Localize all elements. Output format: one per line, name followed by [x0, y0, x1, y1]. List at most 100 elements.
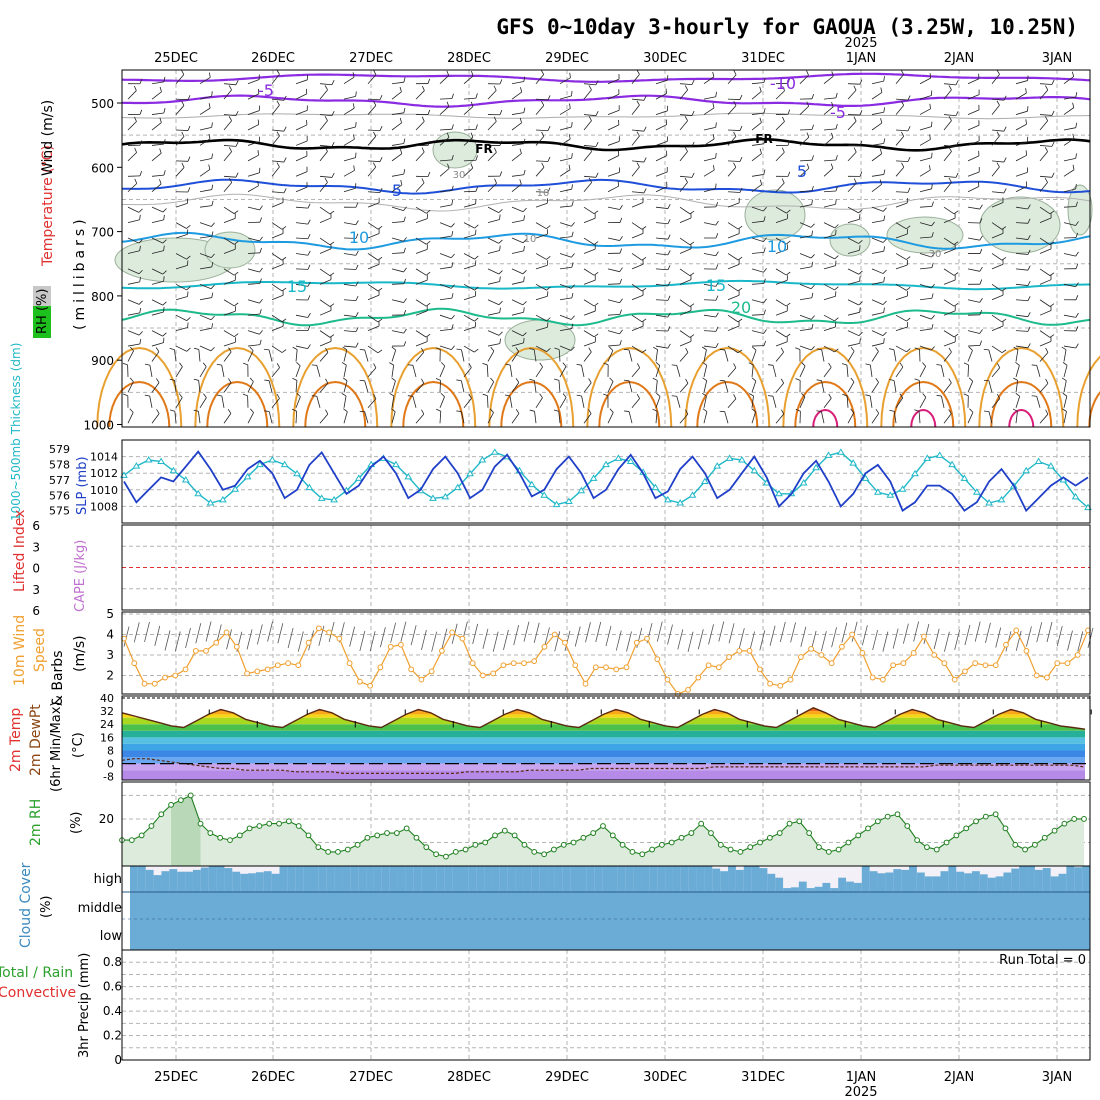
wind-barb-flag [684, 85, 689, 91]
li-tick-label: 6 [32, 519, 40, 533]
wind-barb [895, 191, 909, 193]
wind-barb-flag [595, 80, 599, 86]
thickness-marker [194, 489, 203, 497]
wind10-speed-marker [828, 660, 835, 667]
wind-barb [655, 268, 668, 271]
wind-barb-flag [691, 79, 695, 85]
wind-barb [919, 267, 932, 270]
wind-barb-flag [811, 185, 814, 191]
wind-barb-flag [187, 95, 191, 100]
wind-barb-flag [1015, 392, 1020, 397]
wind-barb-flag [475, 155, 478, 161]
thickness-tick-label: 575 [49, 505, 70, 518]
wind-barb [319, 383, 329, 393]
top-date-label: 2JAN [944, 51, 975, 66]
wind-barb [991, 98, 1004, 101]
pressure-tick-label: 900 [91, 354, 114, 368]
cloud-high-bar [539, 866, 548, 892]
wind-barb [175, 234, 188, 239]
wind-barb-flag [311, 395, 317, 397]
rh-marker [521, 841, 528, 848]
wind-barb-flag [801, 362, 806, 367]
wind-barb-flag [451, 262, 454, 268]
wind10-barb [913, 621, 920, 642]
wind-barb-flag [499, 307, 501, 313]
wind-barb-flag [853, 178, 857, 184]
wind-barb [199, 222, 212, 227]
wind-barb [583, 151, 592, 162]
wind-barb [679, 83, 692, 86]
rh-marker [344, 846, 351, 853]
wind-barb-flag [1013, 346, 1019, 350]
wind10-tick-label: 5 [106, 607, 114, 621]
wind-barb [679, 206, 691, 215]
wind-barb [846, 395, 849, 408]
wind-barb-flag [810, 223, 815, 228]
cloud-high-bar [578, 866, 587, 892]
wind-barb-flag [979, 218, 983, 224]
wind-barb [847, 206, 859, 214]
wind-barb-flag [181, 100, 185, 106]
wind-barb [247, 141, 260, 146]
wind-barb [391, 380, 396, 393]
wind-barb-flag [283, 126, 287, 132]
wind-barb-flag [130, 346, 134, 352]
wind-barb [175, 397, 183, 408]
wind-barb-flag [979, 309, 983, 315]
wind-barb-flag [806, 101, 810, 107]
cloud-high-bar [610, 866, 619, 892]
wind-barb [511, 311, 524, 316]
temp-tick-label: 0 [107, 758, 114, 771]
wind10-axis-label-a: 10m Wind [12, 615, 28, 686]
wind-barb [415, 330, 427, 338]
cloud-high-bar [531, 866, 540, 892]
wind-barb-flag [296, 362, 301, 366]
wind-barb-flag [377, 349, 383, 354]
wind-barb-flag [249, 346, 254, 351]
wind-barb [487, 395, 489, 408]
wind10-barb [472, 623, 479, 644]
wind-barb [1015, 172, 1028, 177]
wind-barb [151, 382, 160, 393]
wind10-speed-marker [336, 635, 343, 642]
wind-barb [343, 107, 355, 115]
wind10-barb [482, 628, 489, 649]
wind-barb-flag [842, 363, 848, 366]
wind-barb [823, 137, 834, 146]
wind-barb-flag [307, 264, 311, 270]
wind-barb-flag [652, 346, 658, 350]
wind-barb-flag [159, 117, 162, 123]
wind-barb [607, 109, 620, 115]
wind-barb-flag [1001, 349, 1007, 354]
temp-tick-label: 32 [100, 705, 114, 718]
wind-barb [1063, 314, 1076, 318]
wind10-speed-marker [890, 662, 897, 669]
wind10-speed-marker [367, 682, 374, 689]
li-axis-label: Lifted Index [12, 510, 28, 592]
wind-barb-flag [211, 323, 214, 329]
wind-barb [174, 411, 177, 424]
rh-legend-text: RH (%) [35, 289, 50, 334]
wind-barb [919, 236, 932, 239]
wind10-speed-marker [746, 648, 753, 654]
wind-barb-flag [619, 248, 623, 254]
wind-barb-flag [569, 103, 571, 109]
cloud-high-bar [680, 866, 689, 892]
wind-barb [727, 325, 740, 331]
wind-barb-flag [325, 378, 329, 384]
wind-barb [487, 330, 500, 336]
wind-barb-flag [739, 94, 743, 100]
wind-barb [775, 351, 784, 362]
wind10-speed-marker [213, 639, 220, 646]
wind-barb-flag [353, 165, 355, 171]
wind-barb [823, 345, 835, 353]
wind-barb [967, 364, 969, 377]
wind-barb [631, 129, 644, 132]
wind-barb-flag [811, 230, 814, 236]
wind-barb-flag [307, 295, 311, 301]
wind-barb [823, 265, 836, 270]
wind-barb-flag [427, 140, 431, 146]
wind-barb [199, 314, 212, 321]
wind-barb [823, 283, 835, 291]
wind-barb [847, 311, 860, 316]
